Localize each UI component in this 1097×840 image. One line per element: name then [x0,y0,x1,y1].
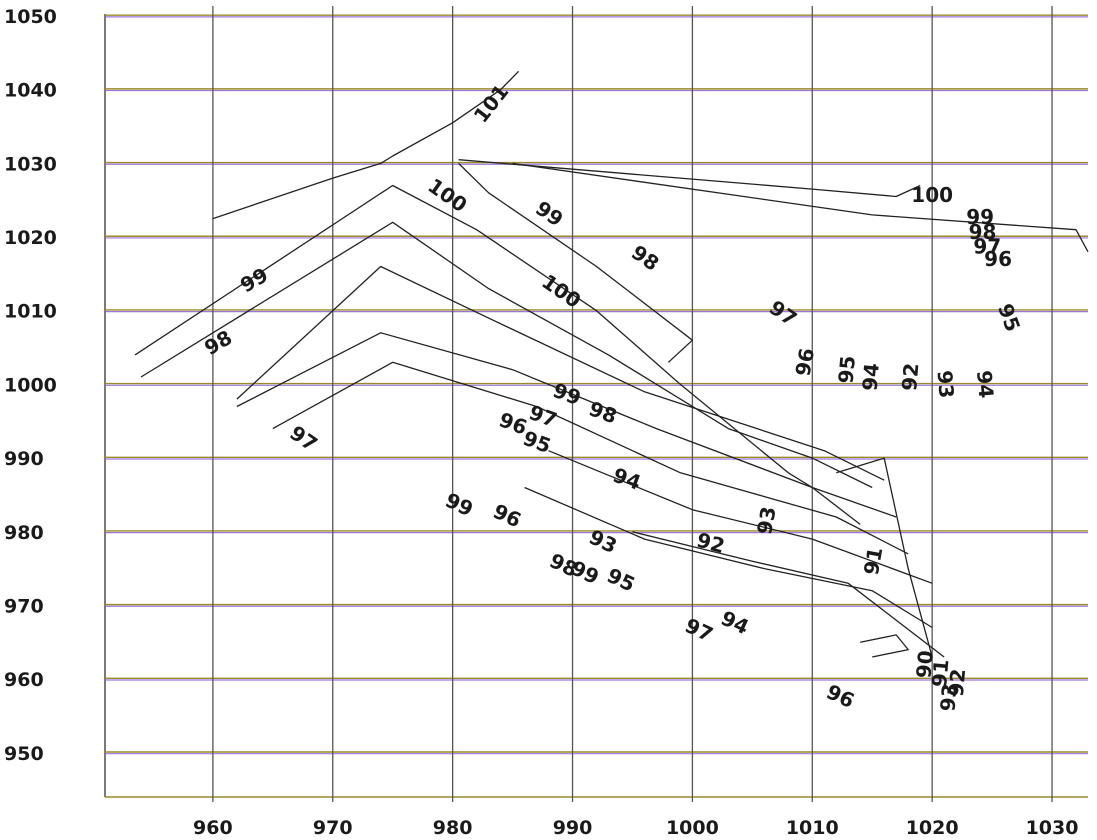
contour-label: 92 [944,668,970,698]
contour-label: 98 [969,220,997,244]
contour-line-98 [140,221,873,489]
contour-label: 98 [627,240,664,276]
x-tick-label: 960 [193,817,233,839]
contour-label: 94 [858,362,884,392]
contour-label: 97 [765,295,802,331]
contour-label: 100 [424,173,472,217]
contour-line-92 [632,531,945,658]
contour-label: 96 [791,346,819,378]
contour-label: 91 [927,658,953,688]
y-tick-label: 970 [4,595,44,617]
y-tick-label: 1020 [4,227,57,249]
contour-label: 99 [966,205,994,229]
contour-line-101 [212,70,520,220]
contour-line-100 [458,162,694,363]
contour-label: 97 [973,235,1001,259]
contour-label: 92 [897,362,923,392]
contour-label: 99 [550,378,584,410]
contour-label: 91 [859,545,887,577]
contour-label: 97 [681,613,716,647]
contour-line-94 [548,450,933,584]
y-tick-label: 1000 [4,374,57,396]
x-tick-label: 1000 [666,817,719,839]
x-tick-label: 990 [553,817,593,839]
x-tick-label: 1030 [1026,817,1079,839]
contour-label: 100 [911,183,953,207]
contour-label: 93 [932,369,958,399]
contour-line-95 [272,361,909,555]
contour-line-93 [524,486,933,629]
contour-line-100 [458,159,921,198]
contour-label: 98 [200,325,236,360]
x-tick-label: 1020 [906,817,959,839]
y-tick-label: 990 [4,448,44,470]
contour-label: 101 [469,80,514,128]
contour-label: 94 [717,606,752,640]
contour-line-99 [512,162,1089,253]
contour-label: 93 [935,682,961,712]
contour-label: 95 [834,355,860,385]
contour-line-96 [236,332,897,518]
contour-label: 96 [984,247,1012,271]
contour-label: 97 [285,421,322,457]
contour-label: 96 [823,679,858,713]
y-tick-label: 1050 [4,6,57,28]
y-tick-label: 980 [4,522,44,544]
contour-line-90 [860,634,909,658]
contour-label: 96 [490,499,525,533]
contour-label: 94 [610,463,644,495]
x-tick-label: 980 [433,817,473,839]
contour-label: 90 [912,649,938,679]
contour-label: 93 [585,525,620,559]
contour-line-99 [134,184,861,525]
y-tick-label: 1030 [4,153,57,175]
contour-line-91 [836,457,933,658]
contour-label: 94 [972,369,998,399]
y-tick-label: 1010 [4,301,57,323]
contour-label: 95 [603,563,638,597]
contour-label: 99 [442,488,477,522]
x-tick-label: 1010 [786,817,839,839]
x-tick-label: 970 [313,817,353,839]
contour-label: 95 [993,300,1025,334]
y-tick-label: 1040 [4,80,57,102]
contour-label: 93 [752,505,780,537]
contour-line-97 [236,265,885,481]
y-tick-label: 950 [4,743,44,765]
y-tick-label: 960 [4,669,44,691]
